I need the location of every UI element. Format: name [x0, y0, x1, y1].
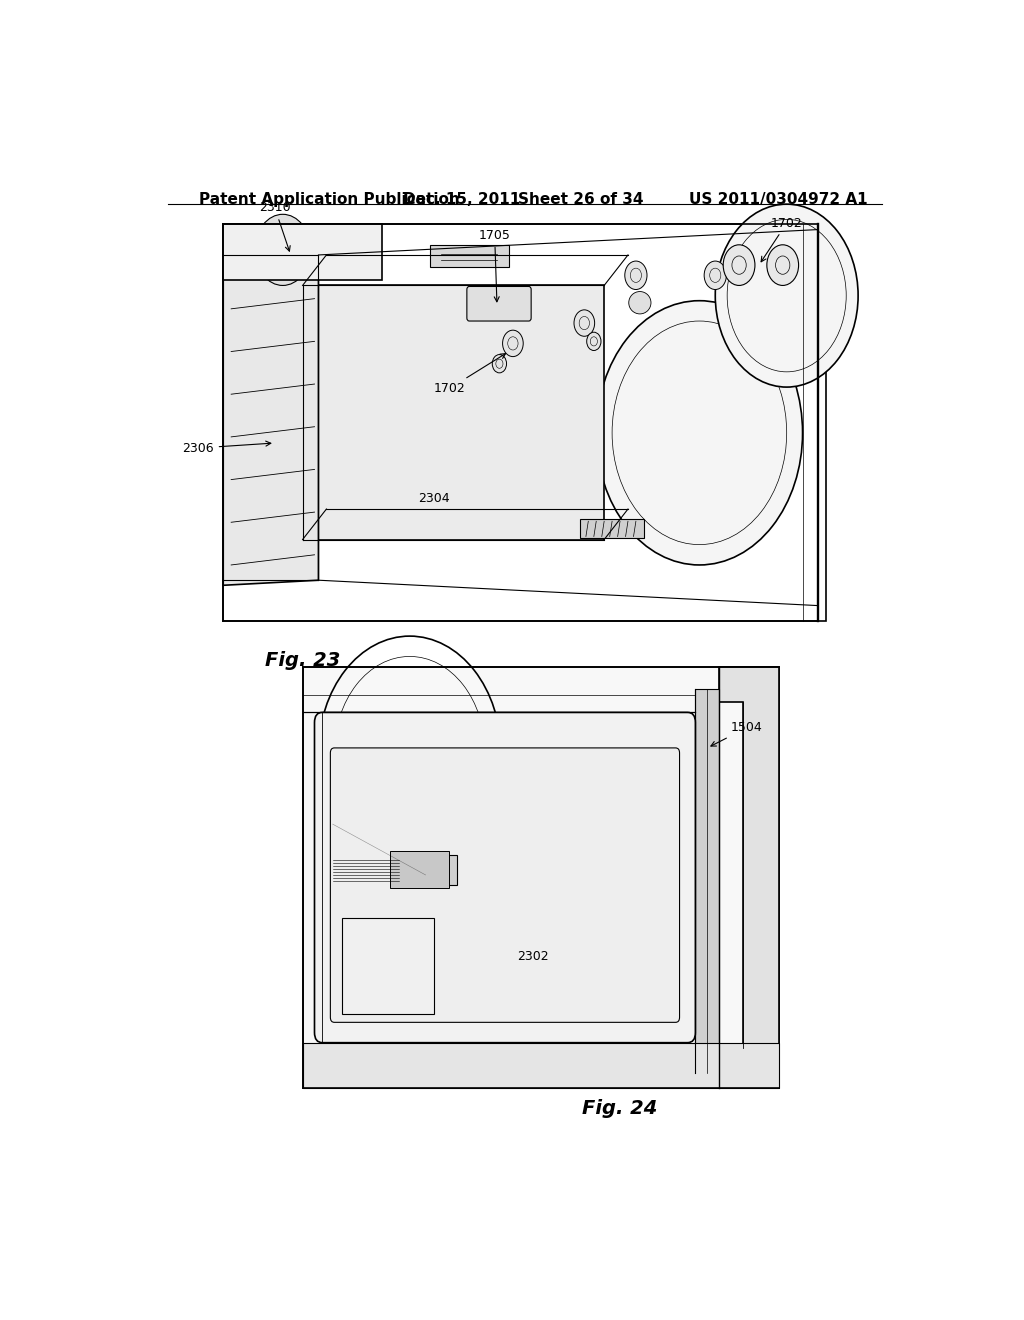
Polygon shape	[303, 667, 778, 1089]
FancyBboxPatch shape	[467, 286, 531, 321]
FancyBboxPatch shape	[314, 713, 695, 1043]
Circle shape	[625, 261, 647, 289]
Text: 2304: 2304	[418, 492, 450, 506]
Text: 1702: 1702	[433, 354, 506, 395]
Polygon shape	[719, 667, 778, 1089]
Circle shape	[255, 214, 310, 285]
Polygon shape	[223, 224, 382, 280]
Circle shape	[503, 330, 523, 356]
Text: 1504: 1504	[711, 721, 763, 746]
Circle shape	[705, 261, 726, 289]
Text: 2302: 2302	[517, 950, 549, 962]
Text: 1705: 1705	[478, 228, 511, 302]
Circle shape	[493, 355, 507, 372]
Circle shape	[587, 333, 601, 351]
Circle shape	[715, 205, 858, 387]
Circle shape	[574, 310, 595, 337]
Text: 1702: 1702	[761, 216, 803, 261]
Bar	[342, 917, 433, 1014]
Polygon shape	[303, 285, 604, 540]
Polygon shape	[223, 249, 318, 585]
Ellipse shape	[629, 292, 651, 314]
Text: Fig. 24: Fig. 24	[583, 1098, 657, 1118]
Polygon shape	[303, 1043, 778, 1089]
Polygon shape	[695, 689, 719, 1073]
Bar	[430, 244, 509, 267]
Text: Fig. 23: Fig. 23	[265, 651, 340, 671]
Bar	[390, 850, 450, 888]
Text: 2310: 2310	[259, 202, 291, 251]
Circle shape	[723, 244, 755, 285]
Circle shape	[596, 301, 803, 565]
Circle shape	[767, 244, 799, 285]
Text: Dec. 15, 2011: Dec. 15, 2011	[402, 191, 520, 207]
Text: 2306: 2306	[182, 441, 270, 454]
Polygon shape	[581, 519, 644, 537]
Polygon shape	[397, 854, 458, 886]
Text: Patent Application Publication: Patent Application Publication	[200, 191, 460, 207]
Text: US 2011/0304972 A1: US 2011/0304972 A1	[689, 191, 868, 207]
Text: Sheet 26 of 34: Sheet 26 of 34	[517, 191, 643, 207]
FancyBboxPatch shape	[331, 748, 680, 1022]
